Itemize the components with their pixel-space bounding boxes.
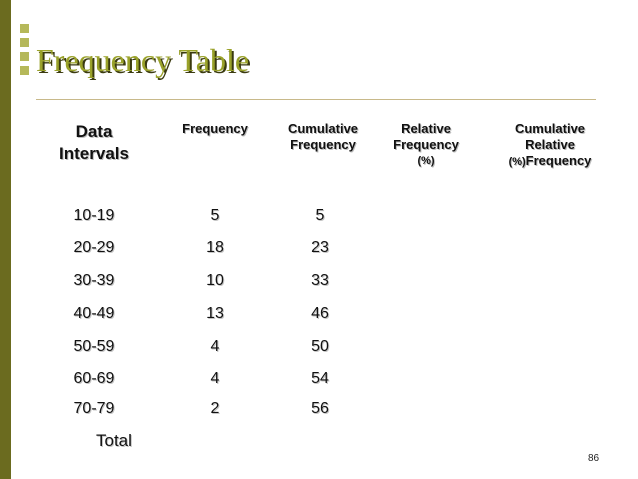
cell-cumulative: 23 (311, 239, 329, 256)
total-label: Total (96, 431, 132, 450)
cell-interval: 30-39 (73, 272, 115, 289)
cell-frequency: 2 (210, 400, 220, 417)
cell-frequency: 10 (206, 272, 224, 289)
header-data-intervals: Data Intervals (42, 121, 146, 165)
decorative-square (20, 38, 29, 47)
header-line: Relative (401, 121, 451, 136)
cell-frequency: 13 (206, 305, 224, 322)
header-line: Intervals (59, 144, 129, 163)
decorative-square (20, 52, 29, 61)
title-divider (36, 99, 596, 100)
cell-cumulative: 33 (311, 272, 329, 289)
header-line: Cumulative (287, 121, 359, 136)
decorative-square (20, 66, 29, 75)
slide-title: Frequency Table (36, 42, 250, 78)
header-line: (%) (417, 155, 435, 167)
cell-interval: 40-49 (73, 305, 115, 322)
header-line: Frequency (290, 137, 356, 152)
header-word: Frequency (525, 153, 592, 168)
cell-cumulative: 5 (315, 207, 325, 224)
decorative-square (20, 24, 29, 33)
header-line: Data (75, 122, 113, 141)
header-line: (%)Frequency (490, 153, 610, 170)
header-line: Frequency (182, 121, 248, 136)
cell-cumulative: 50 (311, 338, 329, 355)
cell-cumulative: 54 (311, 370, 329, 387)
page-number: 86 (588, 453, 600, 464)
header-line: Relative (525, 137, 575, 152)
header-frequency: Frequency (168, 121, 262, 137)
header-cumulative-relative-frequency: Cumulative Relative (%)Frequency (490, 121, 610, 170)
slide-sidebar-bar (0, 0, 11, 479)
header-line: Cumulative (514, 121, 586, 136)
header-percent: (%) (508, 156, 526, 168)
cell-frequency: 18 (206, 239, 224, 256)
cell-interval: 50-59 (73, 338, 115, 355)
cell-interval: 10-19 (73, 207, 115, 224)
cell-frequency: 5 (210, 207, 220, 224)
header-cumulative-frequency: Cumulative Frequency (272, 121, 374, 153)
cell-frequency: 4 (210, 370, 220, 387)
header-line: Frequency (393, 137, 459, 152)
cell-interval: 70-79 (73, 400, 115, 417)
cell-cumulative: 46 (311, 305, 329, 322)
cell-interval: 20-29 (73, 239, 115, 256)
header-relative-frequency: Relative Frequency (%) (380, 121, 472, 169)
cell-cumulative: 56 (311, 400, 329, 417)
cell-frequency: 4 (210, 338, 220, 355)
cell-interval: 60-69 (73, 370, 115, 387)
